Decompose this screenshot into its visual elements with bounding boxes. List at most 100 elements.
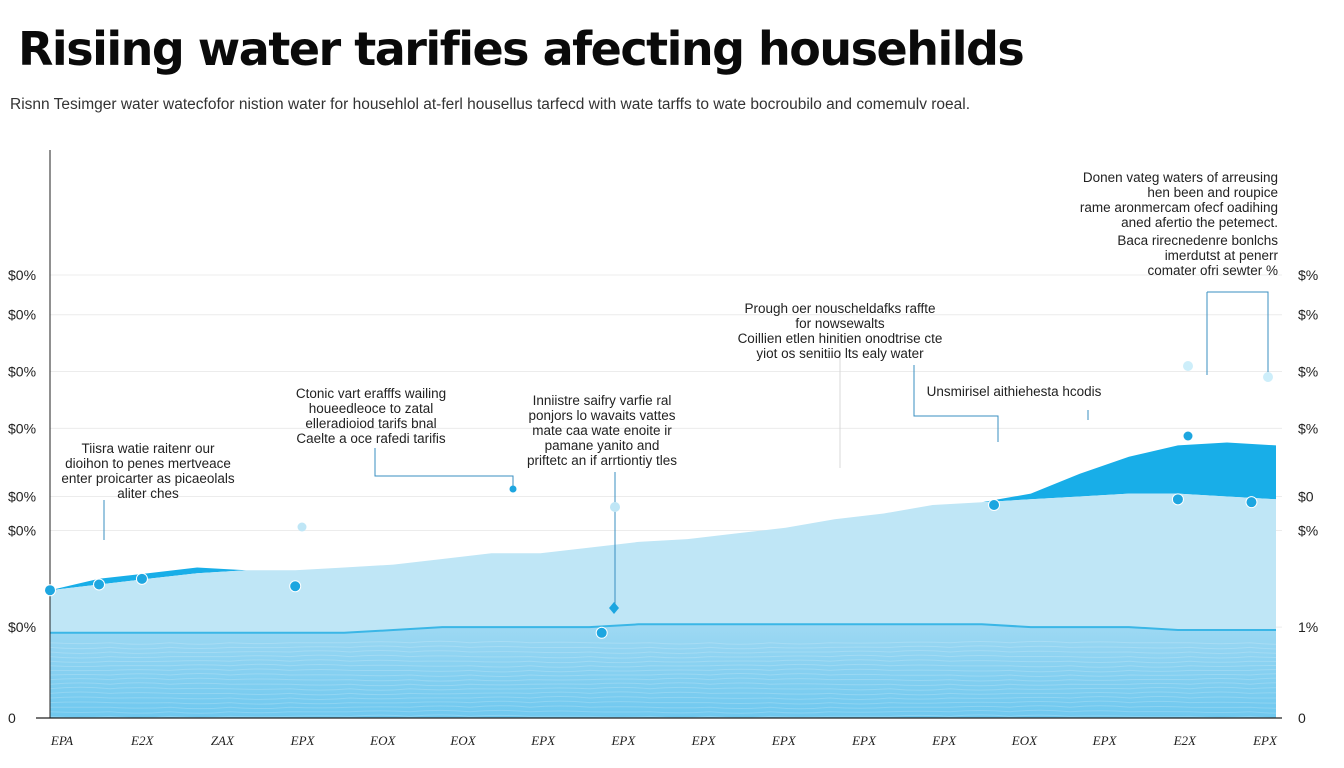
annotation-leader bbox=[1207, 291, 1269, 372]
data-point-marker bbox=[1245, 496, 1258, 509]
x-tick-label: EPX bbox=[771, 733, 797, 748]
area-series-group bbox=[50, 442, 1276, 718]
ripple-line bbox=[49, 691, 1311, 696]
y-tick-label-right: 0 bbox=[1298, 710, 1306, 726]
x-tick-label: EOX bbox=[1011, 733, 1038, 748]
annotation-line: Inniistre saifry varfie ral bbox=[533, 393, 672, 408]
data-point-marker bbox=[1183, 361, 1193, 371]
x-tick-label: EOX bbox=[449, 733, 476, 748]
x-tick-label: EPA bbox=[50, 733, 73, 748]
ripple-line bbox=[49, 737, 1311, 742]
ripple-line bbox=[49, 645, 1311, 650]
ripple-line bbox=[49, 732, 1311, 737]
annotation-line: Ctonic vart erafffs wailing bbox=[296, 386, 446, 401]
annotation-text: Ctonic vart erafffs wailing houeedleoce t… bbox=[296, 386, 446, 446]
x-tick-label: EPX bbox=[530, 733, 556, 748]
data-point-marker bbox=[609, 602, 619, 614]
x-tick-label: EPX bbox=[691, 733, 717, 748]
area-base-tariff bbox=[50, 624, 1276, 718]
data-point-marker bbox=[297, 522, 307, 532]
data-point-marker bbox=[289, 580, 302, 593]
y-tick-label-left: 0 bbox=[8, 710, 16, 726]
data-point-marker bbox=[135, 572, 148, 585]
annotation-line: elleradioiod tarifs bnal bbox=[305, 416, 436, 431]
ripple-line bbox=[49, 650, 1311, 654]
axes bbox=[36, 150, 1282, 719]
ripple-line bbox=[49, 696, 1311, 700]
chart-title: Risiing water tarifies afecting househil… bbox=[18, 22, 1025, 76]
x-tick-label: EPX bbox=[1092, 733, 1118, 748]
base-tariff-line bbox=[50, 623, 1276, 634]
data-point-marker bbox=[1183, 431, 1193, 441]
annotation-line: Tiisra watie raitenr our bbox=[81, 441, 215, 456]
ripple-line bbox=[49, 663, 1311, 668]
annotation-leader bbox=[374, 448, 514, 487]
y-tick-label-left: $0% bbox=[8, 619, 36, 635]
y-tick-label-right: $% bbox=[1298, 523, 1318, 539]
annotation-line: hen been and roupice bbox=[1147, 185, 1278, 200]
annotation-line: priftetc an if arrtiontiy tles bbox=[527, 453, 677, 468]
x-tick-label: EPX bbox=[290, 733, 316, 748]
ripple-line bbox=[49, 640, 1311, 645]
y-tick-label-left: $0% bbox=[8, 267, 36, 283]
y-tick-label-left: $0% bbox=[8, 307, 36, 323]
x-tick-labels: EPA E2X ZAX EPX EOX EOX EPX EPX EPX EPX EPX EPX EOX E… bbox=[50, 733, 1278, 748]
ripple-line bbox=[49, 686, 1311, 691]
chart-subtitle: Risnn Tesimger water watecfofor nistion … bbox=[10, 96, 971, 113]
annotation-text: Baca rirecnedenre bonlchs imerdutst at pe… bbox=[1117, 233, 1278, 278]
x-tick-label: ZAX bbox=[211, 733, 235, 748]
annotation-line: Caelte a oce rafedi tarifis bbox=[296, 431, 446, 446]
y-tick-label-right: $% bbox=[1298, 364, 1318, 380]
ripple-line bbox=[49, 668, 1311, 673]
annotation-line: aned afertio the petemect. bbox=[1121, 215, 1278, 230]
annotation-text: Inniistre saifry varfie ral ponjors lo wa… bbox=[527, 393, 677, 468]
ripple-line bbox=[49, 682, 1311, 687]
annotation-line: enter proicarter as picaeolals bbox=[61, 471, 235, 486]
annotation-line: for nowsewalts bbox=[795, 316, 885, 331]
ripple-line bbox=[49, 705, 1311, 710]
data-point-marker bbox=[509, 485, 517, 493]
y-tick-label-left: $0% bbox=[8, 488, 36, 504]
annotation-line: pamane yanito and bbox=[545, 438, 660, 453]
data-point-marker bbox=[93, 578, 106, 591]
annotation-line: aliter ches bbox=[117, 486, 179, 501]
x-tick-label: EPX bbox=[610, 733, 636, 748]
annotation-line: ponjors lo wavaits vattes bbox=[528, 408, 675, 423]
data-point-marker bbox=[610, 502, 620, 512]
annotation-text: Tiisra watie raitenr our dioihon to penes… bbox=[61, 441, 235, 501]
y-tick-label-left: $0% bbox=[8, 420, 36, 436]
annotation-text: Donen vateg waters of arreusing hen been … bbox=[1080, 170, 1278, 230]
y-tick-labels: 0 0 $0% 1% $0% $% $0% $0 $0% $% $0% $% $0% $% $0% $% bbox=[8, 267, 1318, 726]
y-tick-label-right: 1% bbox=[1298, 619, 1318, 635]
y-tick-label-right: $% bbox=[1298, 267, 1318, 283]
ripple-line bbox=[49, 723, 1311, 728]
y-tick-label-right: $% bbox=[1298, 420, 1318, 436]
x-tick-label: EPX bbox=[851, 733, 877, 748]
annotation-text: Prough oer nouscheldafks raffte for nowse… bbox=[738, 301, 943, 361]
area-upper-tariff-band bbox=[50, 442, 1276, 591]
annotations: Tiisra watie raitenr our dioihon to penes… bbox=[61, 170, 1278, 501]
annotation-line: Unsmirisel aithiehesta hcodis bbox=[927, 384, 1102, 399]
y-tick-label-right: $0 bbox=[1298, 488, 1314, 504]
ripple-line bbox=[49, 700, 1311, 705]
annotation-leader bbox=[913, 365, 999, 442]
x-tick-label: EOX bbox=[369, 733, 396, 748]
annotation-text: Unsmirisel aithiehesta hcodis bbox=[927, 384, 1102, 399]
ripple-line bbox=[49, 719, 1311, 723]
ripple-line bbox=[49, 728, 1311, 733]
ripple-line bbox=[49, 654, 1311, 659]
x-tick-label: E2X bbox=[130, 733, 154, 748]
data-point-marker bbox=[595, 626, 608, 639]
y-tick-label-left: $0% bbox=[8, 364, 36, 380]
data-point-marker bbox=[988, 499, 1001, 511]
y-tick-label-right: $% bbox=[1298, 307, 1318, 323]
annotation-line: dioihon to penes mertveace bbox=[65, 456, 231, 471]
annotation-line: yiot os senitiio lts ealy water bbox=[756, 346, 924, 361]
data-point-marker bbox=[1171, 493, 1184, 506]
ripple-line bbox=[49, 677, 1311, 682]
annotation-line: Baca rirecnedenre bonlchs bbox=[1117, 233, 1278, 248]
ripple-line bbox=[49, 673, 1311, 677]
water-ripples bbox=[49, 640, 1311, 742]
annotation-leaders bbox=[103, 291, 1269, 605]
